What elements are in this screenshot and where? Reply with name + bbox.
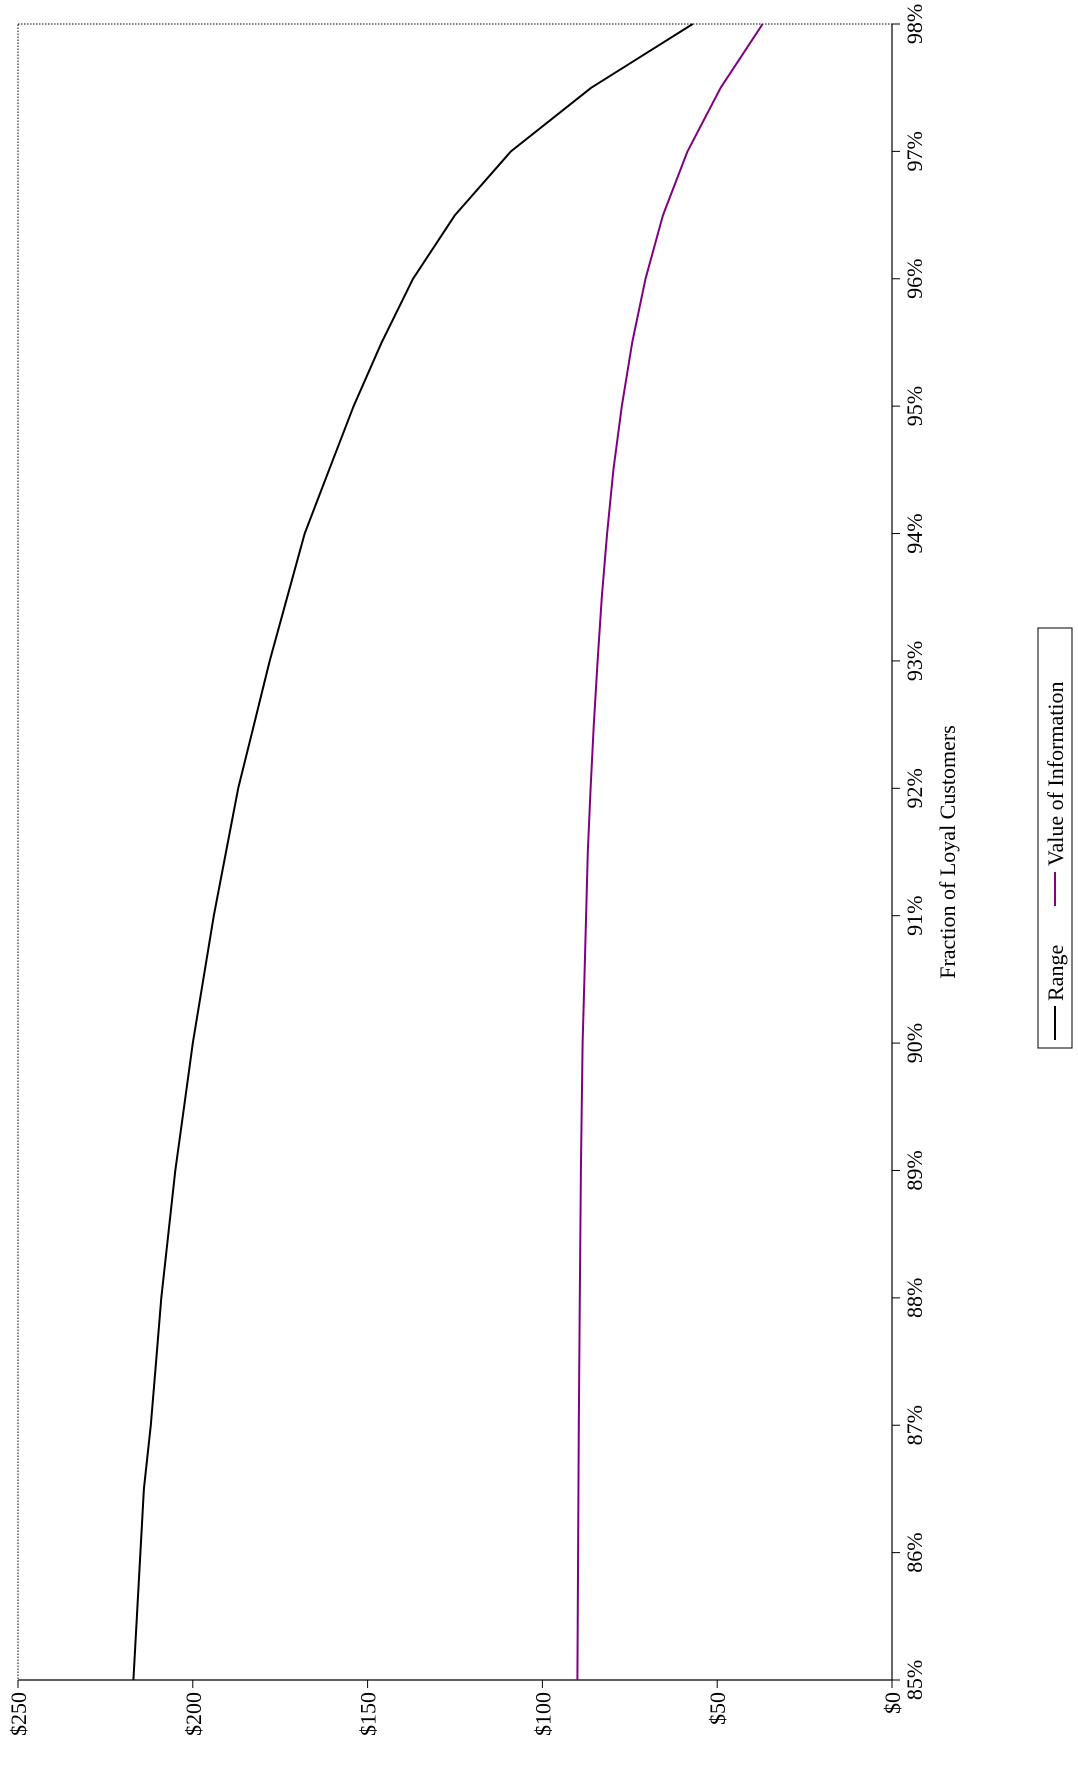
plot-frame [17, 23, 893, 1681]
legend: Range Value of Information [1037, 627, 1073, 1049]
fraction-tick-label: 95% [902, 386, 927, 426]
value-tick-label: $250 [6, 1692, 31, 1736]
x-axis-title: Fraction of Loyal Customers [935, 725, 960, 979]
fraction-axis-ticks: 85% 86% 87% 88% 89% 90% 91% 92% 93% 94% 95% 96% 97% 9… [892, 4, 927, 1700]
fraction-tick-label: 90% [902, 1023, 927, 1063]
series-line-range [132, 23, 694, 1681]
fraction-tick-label: 86% [902, 1532, 927, 1572]
fraction-tick-label: 97% [902, 131, 927, 171]
value-tick-label: $50 [705, 1692, 730, 1725]
value-tick-label: $150 [356, 1692, 381, 1736]
fraction-tick-label: 98% [902, 4, 927, 44]
value-axis-ticks: $0 $50 $100 $150 $200 $250 [6, 1680, 905, 1736]
fraction-tick-label: 85% [902, 1660, 927, 1700]
fraction-tick-label: 93% [902, 641, 927, 681]
value-tick-label: $200 [181, 1692, 206, 1736]
legend-label-value-of-information: Value of Information [1043, 682, 1068, 867]
fraction-tick-label: 91% [902, 896, 927, 936]
legend-box [1037, 627, 1073, 1049]
series-line-value-of-information [576, 23, 764, 1681]
fraction-tick-label: 94% [902, 513, 927, 553]
value-tick-label: $100 [530, 1692, 555, 1736]
legend-label-range: Range [1043, 945, 1068, 1001]
fraction-tick-label: 96% [902, 259, 927, 299]
fraction-tick-label: 88% [902, 1278, 927, 1318]
fraction-tick-label: 89% [902, 1150, 927, 1190]
value-tick-label: $0 [880, 1692, 905, 1714]
fraction-tick-label: 92% [902, 768, 927, 808]
fraction-tick-label: 87% [902, 1405, 927, 1445]
series-layer [132, 23, 764, 1681]
